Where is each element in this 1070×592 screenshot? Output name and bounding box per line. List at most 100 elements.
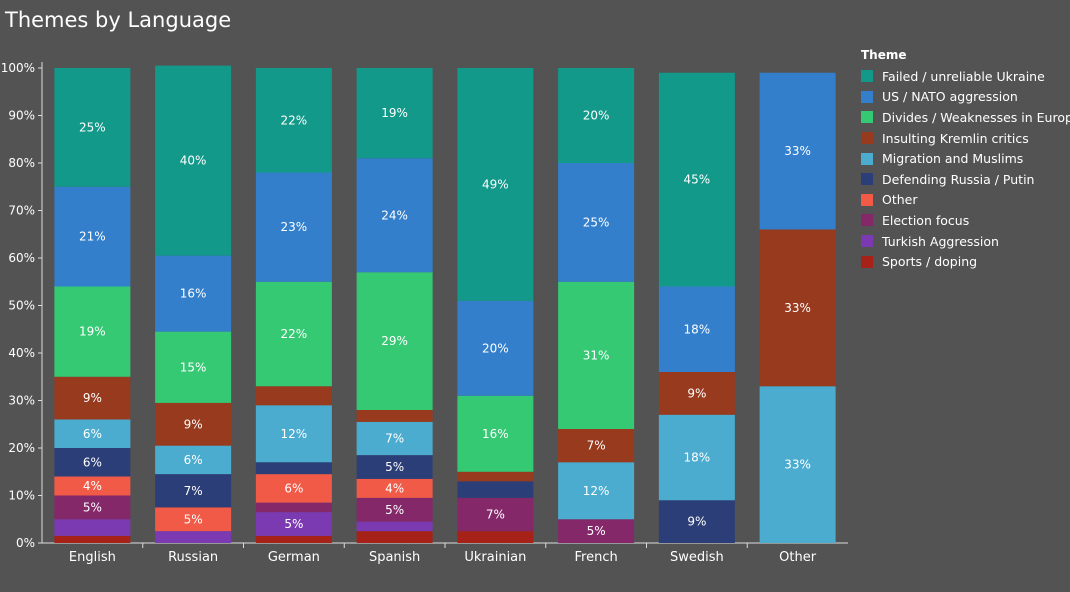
data-label: 18%	[684, 451, 711, 465]
data-label: 9%	[687, 515, 706, 529]
legend-swatch	[861, 90, 873, 103]
bar-segment	[54, 476, 131, 496]
data-label: 4%	[385, 481, 404, 495]
legend-label: Election focus	[882, 212, 970, 228]
legend-item[interactable]: US / NATO aggression	[861, 87, 1066, 108]
bar-segment	[558, 429, 635, 463]
bar-segment	[54, 376, 131, 420]
data-label: 29%	[381, 334, 408, 348]
data-label: 16%	[482, 427, 509, 441]
bar-segment	[155, 255, 232, 332]
data-label: 5%	[385, 503, 404, 517]
data-label: 5%	[83, 500, 102, 514]
legend-swatch	[861, 173, 873, 186]
data-label: 31%	[583, 348, 610, 362]
data-label: 7%	[184, 484, 203, 498]
data-label: 49%	[482, 177, 509, 191]
data-label: 33%	[784, 144, 811, 158]
bar-segment	[155, 331, 232, 403]
bar-segment	[255, 462, 332, 475]
data-label: 16%	[180, 287, 207, 301]
legend-swatch	[861, 255, 873, 268]
legend-item[interactable]: Other	[861, 190, 1066, 211]
y-tick-label: 40%	[8, 346, 35, 360]
data-label: 23%	[281, 220, 308, 234]
legend-item[interactable]: Divides / Weaknesses in Europe	[861, 107, 1070, 128]
bar-segment	[255, 502, 332, 513]
y-tick-label: 60%	[8, 251, 35, 265]
bar-segment	[457, 300, 534, 396]
bar-segment	[255, 172, 332, 282]
chart-title: Themes by Language	[5, 8, 232, 32]
data-label: 5%	[385, 460, 404, 474]
bar-segment	[658, 72, 735, 287]
data-label: 4%	[83, 479, 102, 493]
data-label: 19%	[79, 325, 106, 339]
data-label: 20%	[583, 109, 610, 123]
bar-segment	[155, 65, 232, 256]
bar-segment	[457, 68, 534, 301]
x-tick-label: French	[575, 550, 618, 565]
x-tick-label: German	[268, 550, 320, 565]
bar-segment	[54, 286, 131, 377]
bar-segment	[356, 531, 433, 543]
legend-item[interactable]: Defending Russia / Putin	[861, 169, 1066, 190]
legend-swatch	[861, 235, 873, 248]
legend-item[interactable]: Sports / doping	[861, 251, 1066, 272]
data-label: 40%	[180, 154, 207, 168]
data-label: 33%	[784, 301, 811, 315]
bar-segment	[255, 386, 332, 406]
legend-label: Migration and Muslims	[882, 151, 1024, 167]
legend-item[interactable]: Election focus	[861, 210, 1066, 231]
bar-segment	[658, 500, 735, 543]
bar-segment	[658, 414, 735, 501]
bar-segment	[558, 68, 635, 163]
bar-segment	[356, 158, 433, 273]
legend-swatch	[861, 70, 873, 83]
bar-segment	[658, 286, 735, 372]
legend-label: Defending Russia / Putin	[882, 171, 1035, 187]
legend-swatch	[861, 193, 873, 206]
bar-segment	[255, 281, 332, 387]
legend-item[interactable]: Turkish Aggression	[861, 231, 1066, 252]
bar-segment	[356, 421, 433, 456]
x-tick-label: Ukrainian	[464, 550, 526, 565]
data-label: 25%	[79, 120, 106, 134]
data-label: 20%	[482, 341, 509, 355]
legend-swatch	[861, 214, 873, 227]
data-label: 21%	[79, 230, 106, 244]
bar-segment	[155, 445, 232, 475]
bar-segment	[457, 531, 534, 543]
y-tick-label: 90%	[8, 109, 35, 123]
legend-label: Insulting Kremlin critics	[882, 130, 1029, 146]
legend-item[interactable]: Insulting Kremlin critics	[861, 128, 1066, 149]
legend-label: US / NATO aggression	[882, 89, 1018, 105]
bar-segment	[155, 531, 232, 543]
data-label: 5%	[184, 512, 203, 526]
x-tick-label: Other	[779, 550, 817, 565]
x-tick-label: Russian	[168, 550, 218, 565]
y-tick-label: 70%	[8, 204, 35, 218]
bar-segment	[356, 455, 433, 479]
x-tick-label: English	[69, 550, 116, 565]
bar-segment	[356, 410, 433, 422]
y-tick-label: 100%	[1, 61, 35, 75]
bar-segment	[558, 163, 635, 282]
data-label: 12%	[583, 484, 610, 498]
y-tick-label: 50%	[8, 299, 35, 313]
data-label: 33%	[784, 458, 811, 472]
data-label: 22%	[281, 113, 308, 127]
bar-segment	[54, 68, 131, 187]
data-label: 6%	[184, 453, 203, 467]
data-label: 19%	[381, 106, 408, 120]
data-label: 12%	[281, 427, 308, 441]
bar-segment	[759, 386, 836, 543]
y-tick-label: 0%	[16, 536, 35, 550]
bar-segment	[54, 519, 131, 536]
bar-segment	[356, 521, 433, 532]
legend-item[interactable]: Migration and Muslims	[861, 148, 1066, 169]
legend-item[interactable]: Failed / unreliable Ukraine	[861, 66, 1066, 87]
legend-swatch	[861, 111, 873, 124]
legend-swatch	[861, 132, 873, 145]
